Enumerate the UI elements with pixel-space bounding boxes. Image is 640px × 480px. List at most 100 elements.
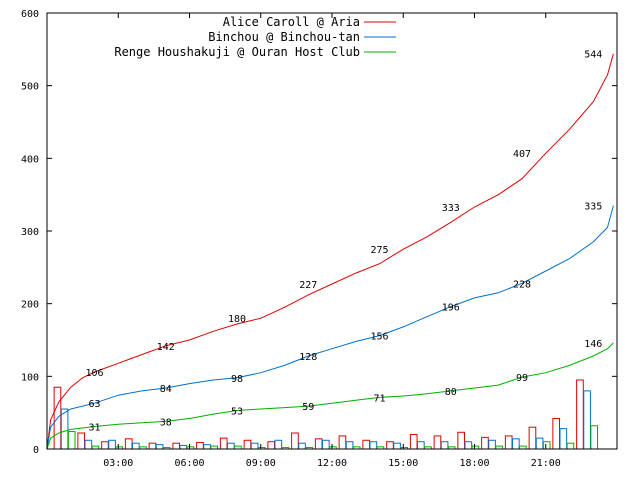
data-label: 80	[445, 387, 457, 398]
y-tick-label: 500	[21, 82, 39, 93]
hourly-bar	[576, 379, 584, 450]
hourly-bar	[338, 435, 347, 450]
data-label: 98	[231, 374, 243, 385]
hourly-bar	[101, 441, 109, 450]
hourly-bar	[219, 437, 228, 450]
hourly-bar	[274, 439, 283, 450]
legend-label: Alice Caroll @ Aria	[223, 15, 360, 29]
hourly-bar	[417, 441, 425, 450]
hourly-bar	[148, 442, 157, 450]
hourly-bar	[267, 441, 276, 450]
data-label: 180	[228, 314, 246, 325]
hourly-bar	[457, 431, 466, 450]
hourly-bar	[67, 431, 76, 450]
x-tick-label: 18:00	[459, 458, 489, 469]
hourly-bar	[124, 438, 133, 450]
hourly-bar	[528, 426, 537, 450]
hourly-bar	[322, 439, 330, 450]
data-label: 335	[584, 202, 602, 213]
data-label: 227	[299, 280, 317, 291]
bars-layer	[53, 379, 599, 450]
hourly-bar	[512, 438, 520, 450]
hourly-bar	[433, 435, 442, 450]
lines-layer	[46, 53, 614, 450]
y-tick-label: 100	[21, 372, 39, 383]
data-label: 59	[302, 402, 314, 413]
y-tick-label: 200	[21, 300, 39, 311]
y-tick-label: 300	[21, 227, 39, 238]
hourly-bar	[172, 442, 181, 450]
data-label: 31	[88, 422, 100, 433]
data-label: 38	[160, 417, 172, 428]
hourly-bar	[155, 444, 164, 450]
data-label: 53	[231, 406, 243, 417]
data-label: 146	[584, 339, 602, 350]
data-label: 63	[88, 399, 100, 410]
hourly-bar	[243, 439, 252, 450]
y-tick-label: 0	[33, 445, 39, 456]
hourly-bar	[314, 438, 323, 450]
hourly-bar	[559, 428, 568, 450]
hourly-bar	[298, 442, 306, 450]
series-line	[46, 205, 614, 450]
data-label: 544	[584, 50, 602, 61]
data-label: 228	[513, 279, 531, 290]
data-label: 407	[513, 149, 531, 160]
hourly-bar	[440, 441, 449, 450]
data-label: 84	[160, 384, 172, 395]
hourly-bar	[84, 439, 93, 450]
y-tick-label: 600	[21, 9, 39, 20]
data-label: 99	[516, 373, 528, 384]
x-tick-label: 21:00	[531, 458, 561, 469]
hourly-bar	[60, 408, 69, 450]
hourly-bar	[542, 441, 551, 450]
x-tick-label: 03:00	[103, 458, 133, 469]
hourly-bar	[196, 441, 204, 450]
hourly-bar	[77, 432, 86, 450]
hourly-bar	[179, 444, 188, 450]
hourly-bar	[464, 441, 473, 450]
hourly-bar	[409, 433, 418, 450]
data-label: 71	[373, 393, 385, 404]
x-tick-label: 15:00	[388, 458, 418, 469]
hourly-bar	[393, 442, 401, 450]
series-line	[46, 342, 614, 450]
hourly-bar	[552, 417, 561, 450]
x-tick-label: 12:00	[317, 458, 347, 469]
hourly-bar	[488, 439, 496, 450]
hourly-bar	[203, 444, 211, 450]
hourly-bar	[227, 442, 235, 450]
hourly-bar	[535, 437, 544, 450]
hourly-bar	[369, 441, 378, 450]
data-label: 128	[299, 352, 317, 363]
hourly-bar	[362, 439, 371, 450]
legend-label: Binchou @ Binchou-tan	[208, 30, 360, 44]
legend-label: Renge Houshakuji @ Ouran Host Club	[114, 45, 360, 59]
hourly-bar	[566, 442, 575, 450]
hourly-bar	[590, 425, 599, 450]
data-label: 142	[157, 342, 175, 353]
series-line	[46, 53, 614, 450]
hourly-bar	[504, 435, 513, 450]
data-label: 275	[370, 245, 388, 256]
x-tick-label: 09:00	[246, 458, 276, 469]
hourly-bar	[583, 390, 591, 450]
hourly-bar	[345, 441, 354, 450]
data-label: 156	[370, 332, 388, 343]
data-label: 106	[85, 368, 103, 379]
plot-frame	[46, 12, 618, 450]
hourly-bar	[250, 442, 259, 450]
hourly-bar	[291, 432, 299, 450]
hourly-bar	[108, 439, 116, 450]
axes-layer: 0 100 200 300 400 500 600 03:00 06:00 09:00 12:00 1…	[21, 9, 617, 469]
x-tick-label: 06:00	[174, 458, 204, 469]
data-label: 333	[442, 203, 460, 214]
hourly-bar	[132, 442, 140, 450]
hourly-bar	[386, 441, 394, 450]
hourly-bar	[481, 436, 489, 450]
data-label: 196	[442, 303, 460, 314]
y-tick-label: 400	[21, 154, 39, 165]
labels-layer: 106 142 180 227 275 333 407 544 63 84 98 128 156 196 2…	[85, 50, 602, 434]
